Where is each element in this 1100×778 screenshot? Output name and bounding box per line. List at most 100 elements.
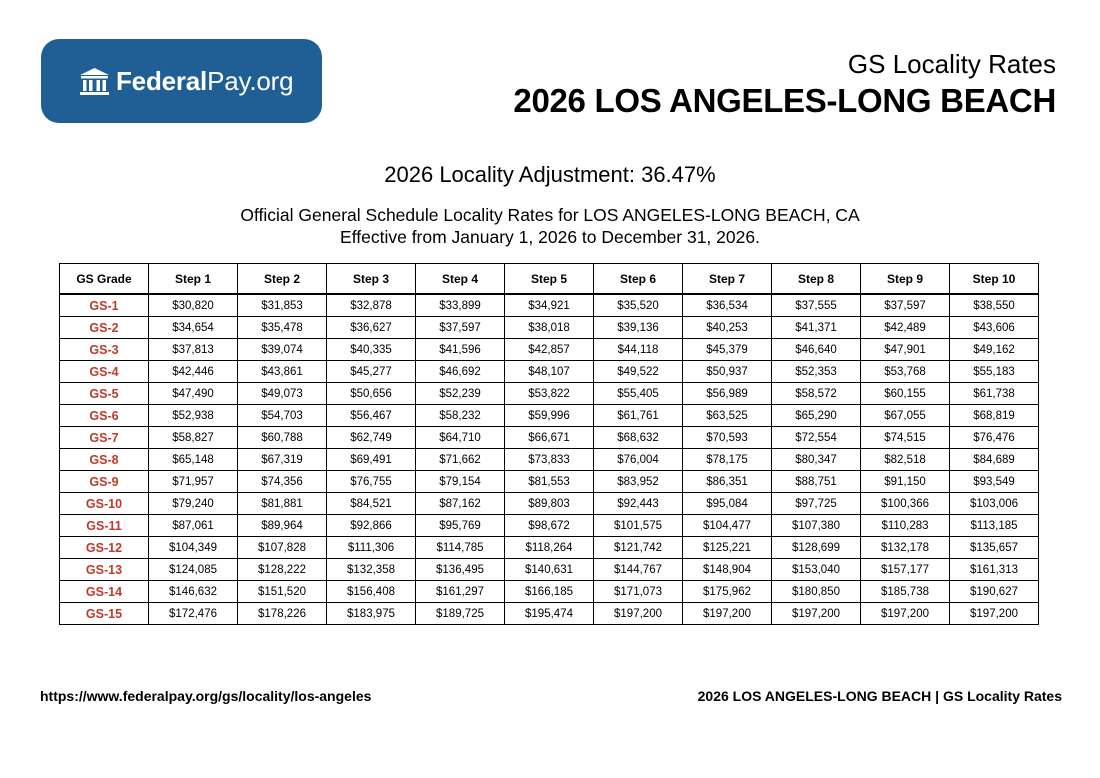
salary-cell: $197,200 [949,602,1039,625]
salary-cell: $35,478 [237,316,327,339]
salary-cell: $52,353 [771,360,861,383]
salary-cell: $36,534 [682,293,772,317]
salary-cell: $64,710 [415,426,505,449]
salary-cell: $183,975 [326,602,416,625]
salary-cell: $189,725 [415,602,505,625]
salary-cell: $103,006 [949,492,1039,515]
salary-cell: $178,226 [237,602,327,625]
table-row: GS-6 $52,938 $54,703 $56,467 $58,232 $59,996 $… [59,404,1039,427]
salary-cell: $185,738 [860,580,950,603]
salary-cell: $84,689 [949,448,1039,471]
salary-cell: $92,443 [593,492,683,515]
salary-cell: $88,751 [771,470,861,493]
grade-cell: GS-10 [59,492,149,515]
salary-cell: $95,769 [415,514,505,537]
salary-cell: $39,074 [237,338,327,361]
grade-cell: GS-4 [59,360,149,383]
salary-cell: $197,200 [682,602,772,625]
salary-cell: $38,550 [949,293,1039,317]
salary-cell: $132,178 [860,536,950,559]
page-title: 2026 LOS ANGELES-LONG BEACH [513,82,1056,119]
salary-cell: $98,672 [504,514,594,537]
salary-cell: $83,952 [593,470,683,493]
table-row: GS-15 $172,476 $178,226 $183,975 $189,725 $19… [59,602,1039,625]
logo-brand-rest: Pay.org [207,65,294,96]
salary-cell: $38,018 [504,316,594,339]
salary-cell: $144,767 [593,558,683,581]
salary-cell: $148,904 [682,558,772,581]
salary-cell: $80,347 [771,448,861,471]
salary-cell: $104,477 [682,514,772,537]
salary-cell: $67,319 [237,448,327,471]
grade-cell: GS-14 [59,580,149,603]
salary-cell: $79,154 [415,470,505,493]
salary-cell: $110,283 [860,514,950,537]
salary-cell: $47,901 [860,338,950,361]
salary-cell: $114,785 [415,536,505,559]
salary-cell: $100,366 [860,492,950,515]
table-row: GS-3 $37,813 $39,074 $40,335 $41,596 $42,857 $… [59,338,1039,361]
salary-cell: $68,819 [949,404,1039,427]
salary-cell: $76,004 [593,448,683,471]
salary-cell: $34,921 [504,293,594,317]
federalpay-logo[interactable]: FederalPay.org [41,39,322,123]
salary-cell: $146,632 [148,580,238,603]
salary-cell: $46,692 [415,360,505,383]
salary-cell: $59,996 [504,404,594,427]
table-body: GS-1 $30,820 $31,853 $32,878 $33,899 $34,921 $… [59,293,1039,625]
description-line-2: Effective from January 1, 2026 to Decemb… [340,227,760,247]
salary-cell: $40,335 [326,338,416,361]
salary-cell: $50,656 [326,382,416,405]
salary-cell: $89,803 [504,492,594,515]
salary-cell: $56,467 [326,404,416,427]
column-header-step-9: Step 9 [860,263,950,295]
footer-url[interactable]: https://www.federalpay.org/gs/locality/l… [40,688,372,704]
salary-cell: $113,185 [949,514,1039,537]
salary-cell: $49,522 [593,360,683,383]
salary-cell: $132,358 [326,558,416,581]
locality-adjustment: 2026 Locality Adjustment: 36.47% [384,162,716,187]
salary-cell: $52,239 [415,382,505,405]
salary-cell: $67,055 [860,404,950,427]
salary-cell: $128,222 [237,558,327,581]
logo-text: FederalPay.org [116,65,294,97]
salary-cell: $81,553 [504,470,594,493]
salary-cell: $82,518 [860,448,950,471]
salary-cell: $61,738 [949,382,1039,405]
salary-cell: $124,085 [148,558,238,581]
table-row: GS-2 $34,654 $35,478 $36,627 $37,597 $38,018 $… [59,316,1039,339]
salary-cell: $76,476 [949,426,1039,449]
salary-cell: $40,253 [682,316,772,339]
table-header-row: GS Grade Step 1 Step 2 Step 3 Step 4 Step 5 St… [59,263,1039,295]
salary-cell: $35,520 [593,293,683,317]
grade-cell: GS-6 [59,404,149,427]
salary-cell: $68,632 [593,426,683,449]
salary-cell: $62,749 [326,426,416,449]
schedule-description: Official General Schedule Locality Rates… [0,204,1100,248]
salary-cell: $175,962 [682,580,772,603]
salary-cell: $42,857 [504,338,594,361]
salary-cell: $86,351 [682,470,772,493]
salary-cell: $58,827 [148,426,238,449]
salary-cell: $60,788 [237,426,327,449]
salary-cell: $118,264 [504,536,594,559]
salary-cell: $91,150 [860,470,950,493]
salary-cell: $49,162 [949,338,1039,361]
salary-cell: $111,306 [326,536,416,559]
salary-cell: $63,525 [682,404,772,427]
salary-cell: $66,671 [504,426,594,449]
salary-cell: $31,853 [237,293,327,317]
salary-cell: $49,073 [237,382,327,405]
salary-cell: $121,742 [593,536,683,559]
salary-cell: $53,822 [504,382,594,405]
column-header-grade: GS Grade [59,263,149,295]
salary-cell: $135,657 [949,536,1039,559]
salary-cell: $79,240 [148,492,238,515]
column-header-step-3: Step 3 [326,263,416,295]
table-row: GS-9 $71,957 $74,356 $76,755 $79,154 $81,553 $… [59,470,1039,493]
logo-brand-bold: Federal [116,65,208,96]
salary-cell: $65,148 [148,448,238,471]
salary-cell: $78,175 [682,448,772,471]
column-header-step-7: Step 7 [682,263,772,295]
salary-cell: $58,572 [771,382,861,405]
